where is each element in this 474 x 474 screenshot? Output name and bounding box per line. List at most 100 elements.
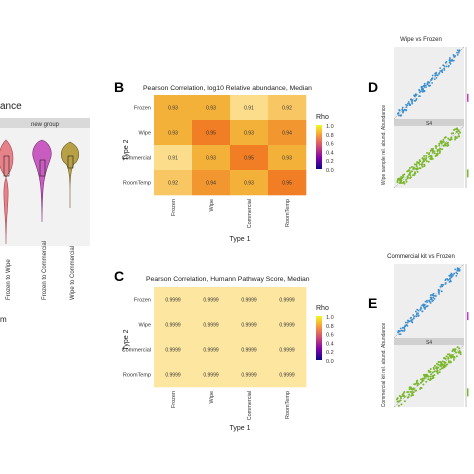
scatter-point — [450, 356, 453, 359]
scatter-point — [396, 178, 399, 181]
legend-tick: 0.2 — [326, 350, 334, 356]
heatmap-cell — [230, 170, 269, 196]
heatmap-c-colorbar — [316, 316, 322, 360]
violin-xtick-2: Frozen to Commercial — [42, 241, 48, 300]
heatmap-cell-label: 0.92 — [168, 181, 178, 187]
scatter-point — [423, 163, 426, 166]
scatter-point — [429, 294, 432, 297]
scatter-point — [439, 70, 442, 72]
heatmap-cell-label: 0.9999 — [279, 373, 295, 379]
heatmap-cell-label: 0.94 — [282, 131, 292, 137]
scatter-point — [417, 314, 420, 317]
scatter-point — [429, 367, 432, 370]
scatter-point — [433, 368, 436, 371]
scatter-point — [411, 102, 414, 105]
heatmap-cell — [154, 362, 193, 388]
scatter-point — [447, 65, 450, 68]
scatter-point — [438, 151, 441, 154]
scatter-point — [449, 361, 452, 364]
scatter-point — [415, 315, 418, 318]
scatter-point — [408, 386, 411, 389]
heatmap-b-xlabel: Type 1 — [229, 236, 250, 243]
scatter-point — [416, 161, 419, 164]
heatmap-c-legend-title: Rho — [316, 305, 329, 312]
scatter-point — [457, 50, 460, 52]
scatter-e-facet-label: S4 — [426, 340, 432, 346]
scatter-point — [423, 155, 426, 158]
violin-facet-strip — [0, 118, 90, 128]
scatter-point — [439, 147, 442, 150]
heatmap-b-legend-ticks: 1.0 0.8 0.6 0.4 0.2 0.0 — [326, 124, 334, 174]
scatter-point — [431, 300, 434, 303]
scatter-point — [455, 136, 458, 139]
scatter-point — [446, 363, 449, 366]
scatter-point — [416, 312, 418, 315]
scatter-point — [398, 109, 401, 112]
heatmap-b-legend-title: Rho — [316, 114, 329, 121]
heatmap-cell — [192, 312, 231, 338]
scatter-point — [438, 142, 441, 145]
scatter-point — [418, 159, 421, 162]
heatmap-ytick: RoomTemp — [123, 373, 151, 379]
scatter-point — [412, 174, 415, 177]
scatter-point — [454, 138, 457, 141]
heatmap-xtick: Frozen — [171, 391, 177, 408]
heatmap-cell — [154, 170, 193, 196]
scatter-point — [441, 140, 444, 143]
heatmap-cell-label: 0.9999 — [241, 298, 257, 304]
legend-tick: 0.4 — [326, 150, 334, 156]
heatmap-ytick: Commercial — [122, 156, 151, 162]
scatter-point — [399, 395, 402, 398]
scatter-point — [399, 397, 402, 400]
violin-xtick-3: Wipe to Commercial — [70, 246, 76, 300]
scatter-point — [421, 304, 423, 307]
scatter-point — [429, 296, 432, 299]
scatter-point — [439, 365, 442, 368]
scatter-point — [457, 269, 459, 272]
heatmap-cell — [192, 362, 231, 388]
scatter-point — [424, 84, 427, 87]
heatmap-cell — [154, 95, 193, 121]
scatter-point — [410, 394, 413, 397]
heatmap-cell-label: 0.9999 — [203, 348, 219, 354]
legend-tick: 0.8 — [326, 133, 334, 139]
scatter-point — [411, 99, 413, 102]
scatter-point — [444, 61, 447, 64]
scatter-point — [419, 381, 422, 384]
heatmap-cell-label: 0.92 — [282, 106, 292, 112]
scatter-point — [426, 152, 429, 155]
heatmap-c-legend-ticks: 1.0 0.8 0.6 0.4 0.2 0.0 — [326, 315, 334, 365]
scatter-point — [401, 108, 404, 111]
violin-box-1 — [3, 155, 10, 177]
heatmap-c-grid: Frozen 0.9999 0.9999 0.9999 0.9999 Wipe 0.9999… — [122, 287, 307, 420]
scatter-point — [455, 355, 458, 358]
scatter-point — [452, 356, 455, 359]
scatter-point — [441, 360, 444, 363]
scatter-point — [410, 166, 413, 169]
heatmap-panel-c: C Pearson Correlation, Humann Pathway Sc… — [114, 268, 334, 432]
scatter-point — [433, 294, 436, 297]
violin-panel: ance new group Frozen to Wipe Frozen to … — [0, 101, 90, 324]
scatter-point — [435, 367, 438, 370]
scatter-point — [436, 74, 439, 77]
heatmap-cell-label: 0.91 — [168, 156, 178, 162]
heatmap-b-title: Pearson Correlation, log10 Relative abun… — [143, 85, 312, 92]
legend-tick: 1.0 — [326, 124, 334, 130]
heatmap-cell-label: 0.9999 — [241, 323, 257, 329]
scatter-point — [459, 131, 462, 134]
scatter-point — [443, 136, 446, 139]
heatmap-cell-label: 0.93 — [244, 181, 254, 187]
scatter-point — [425, 86, 427, 89]
heatmap-ytick: Wipe — [138, 131, 151, 137]
scatter-point — [446, 353, 449, 356]
scatter-point — [450, 136, 453, 139]
scatter-point — [406, 175, 409, 178]
scatter-point — [451, 275, 454, 277]
heatmap-cell-label: 0.95 — [282, 181, 292, 187]
scatter-point — [441, 285, 444, 288]
scatter-point — [449, 57, 451, 59]
scatter-point — [445, 355, 448, 358]
scatter-point — [429, 375, 432, 378]
scatter-point — [429, 157, 432, 160]
violin-facet-label: new group — [31, 122, 60, 128]
